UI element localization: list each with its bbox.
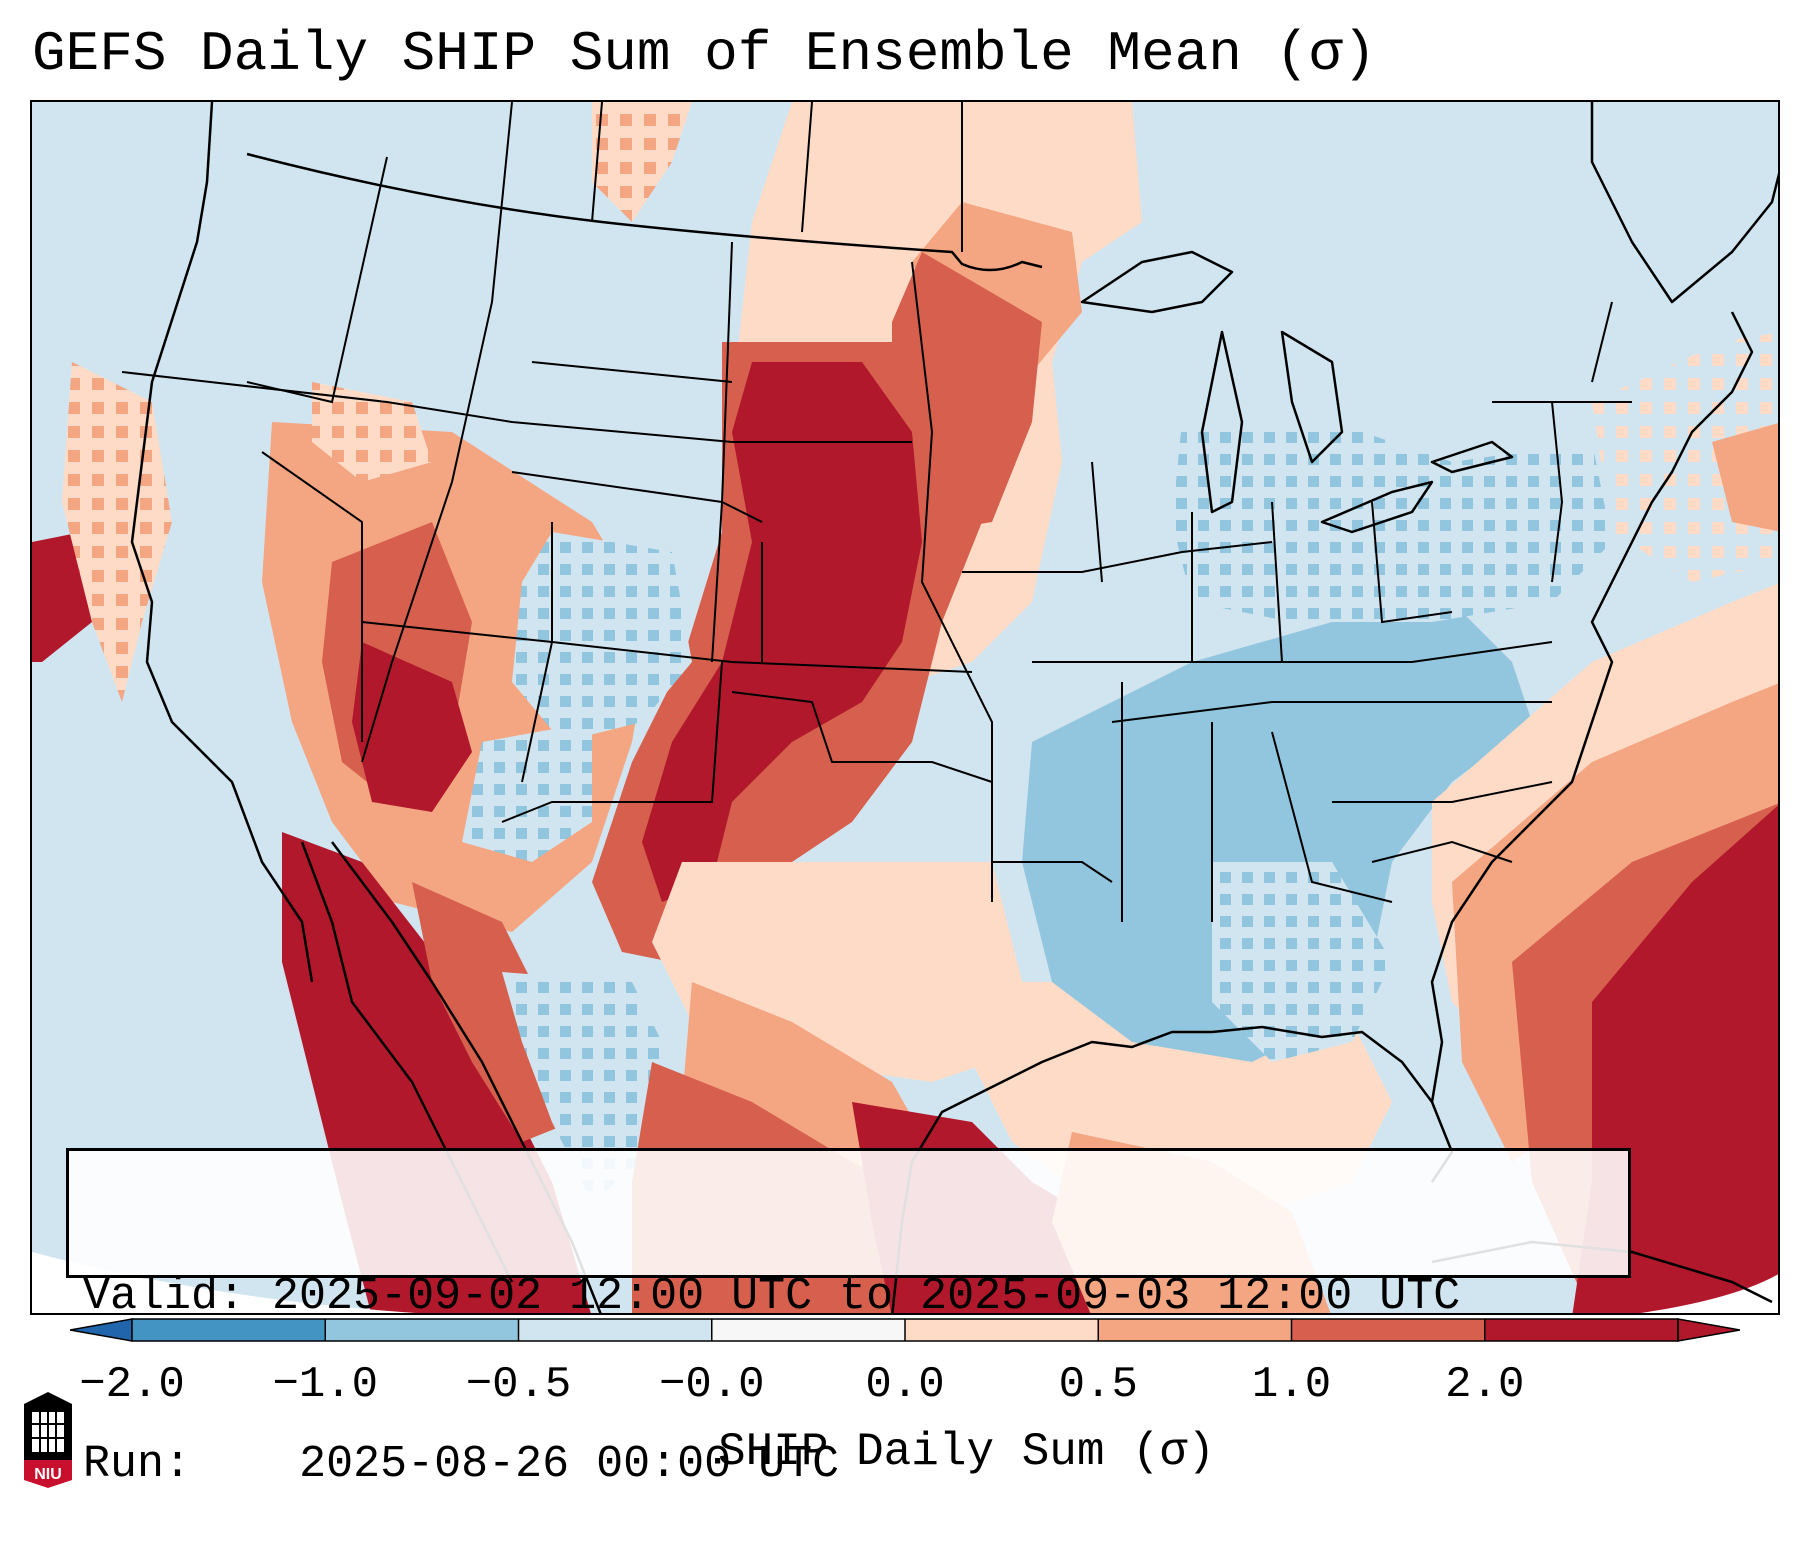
state-border bbox=[1371, 840, 1513, 863]
colorbar-tick-label: 2.0 bbox=[1445, 1360, 1525, 1410]
run-label: Run: bbox=[83, 1439, 192, 1490]
lake-erie bbox=[1320, 480, 1434, 534]
state-border bbox=[801, 102, 813, 233]
anomaly-region-mexico-blue bbox=[502, 972, 672, 1202]
colorbar-segment bbox=[1291, 1319, 1486, 1341]
run-value: 2025-08-26 00:00 UTC bbox=[299, 1439, 840, 1490]
colorbar-tick-label: −0.5 bbox=[465, 1360, 572, 1410]
state-border bbox=[121, 371, 912, 443]
map-panel bbox=[30, 100, 1780, 1315]
coastlines-borders bbox=[130, 102, 1778, 1313]
canada-east-coastline bbox=[1590, 102, 1778, 304]
anomaly-region-idaho-peach bbox=[312, 382, 432, 482]
state-border bbox=[731, 691, 993, 783]
state-border bbox=[962, 541, 1273, 573]
colorbar-segment bbox=[518, 1319, 713, 1341]
anomaly-region-arizona-core bbox=[352, 642, 472, 812]
chart-title: GEFS Daily SHIP Sum of Ensemble Mean (σ) bbox=[32, 22, 1377, 86]
anomaly-region-southeast-light bbox=[1212, 862, 1392, 1062]
lake-ontario bbox=[1430, 440, 1514, 474]
state-border bbox=[501, 661, 723, 823]
anomaly-region-nm-blue bbox=[462, 722, 592, 862]
state-borders bbox=[121, 102, 1632, 922]
state-border bbox=[361, 621, 973, 673]
gulf-coastline bbox=[891, 1025, 1454, 1313]
colorbar-segment bbox=[1098, 1319, 1292, 1341]
anomaly-region-great-lakes-blue bbox=[1172, 422, 1612, 622]
atlantic-coastline bbox=[1430, 311, 1754, 1103]
us-canada-border bbox=[246, 152, 1043, 272]
state-border bbox=[1111, 701, 1552, 723]
colorbar-tick-label: −0.0 bbox=[658, 1360, 765, 1410]
state-border bbox=[261, 451, 363, 742]
colorbar-tick-label: 0.5 bbox=[1058, 1360, 1138, 1410]
colorbar-label: SHIP Daily Sum (σ) bbox=[718, 1426, 1215, 1478]
colorbar-segment bbox=[132, 1319, 326, 1341]
niu-logo-text: NIU bbox=[34, 1466, 62, 1483]
pacific-coastline bbox=[130, 102, 314, 983]
state-border bbox=[1271, 501, 1283, 663]
colorbar-tick-label: 1.0 bbox=[1251, 1360, 1332, 1410]
niu-logo-svg: NIU bbox=[24, 1392, 72, 1488]
state-border bbox=[1591, 301, 1613, 383]
lake-michigan bbox=[1200, 330, 1244, 514]
colorbar-extend-low bbox=[69, 1318, 133, 1342]
state-border bbox=[511, 471, 763, 523]
projection-outside-region bbox=[32, 1252, 417, 1313]
colorbar-tick-label: −2.0 bbox=[79, 1360, 185, 1410]
colorbar-segment bbox=[1484, 1319, 1679, 1341]
anomaly-region-canada-peach bbox=[592, 102, 692, 222]
state-border bbox=[1271, 731, 1393, 903]
colorbar-svg bbox=[69, 1318, 1741, 1342]
valid-value: 2025-09-02 12:00 UTC to 2025-09-03 12:00… bbox=[272, 1271, 1461, 1322]
state-border bbox=[531, 361, 733, 383]
anomaly-region-colorado-blue bbox=[512, 532, 692, 742]
lake-superior bbox=[1080, 250, 1234, 314]
anomaly-region-plains-max bbox=[642, 362, 922, 902]
colorbar-tick-label: −1.0 bbox=[272, 1360, 379, 1410]
state-border bbox=[1091, 461, 1103, 583]
anomaly-region-nevada-red bbox=[32, 532, 92, 662]
state-border bbox=[361, 102, 513, 763]
colorbar-segment bbox=[905, 1319, 1099, 1341]
lake-huron bbox=[1280, 330, 1344, 464]
niu-logo: NIU bbox=[20, 1390, 76, 1490]
colorbar bbox=[69, 1318, 1741, 1342]
valid-run-info-box: Valid: 2025-09-02 12:00 UTC to 2025-09-0… bbox=[66, 1148, 1631, 1490]
state-border bbox=[991, 782, 1113, 883]
state-border bbox=[591, 102, 603, 223]
state-border bbox=[1371, 501, 1453, 624]
state-border bbox=[1551, 401, 1564, 583]
colorbar-segment bbox=[325, 1319, 519, 1341]
state-border bbox=[521, 522, 553, 783]
colorbar-segment bbox=[711, 1319, 906, 1341]
projection-outside-region-right bbox=[1640, 1274, 1778, 1313]
map-svg bbox=[32, 102, 1778, 1313]
colorbar-tick-label: 0.0 bbox=[865, 1360, 945, 1410]
state-border bbox=[1032, 641, 1553, 663]
anomaly-region-gulf-california bbox=[412, 882, 572, 1142]
colorbar-extend-high bbox=[1677, 1318, 1741, 1342]
valid-row: Valid: 2025-09-02 12:00 UTC to 2025-09-0… bbox=[83, 1269, 1614, 1325]
run-row: Run: 2025-08-26 00:00 UTC bbox=[83, 1437, 1614, 1493]
state-border bbox=[1332, 781, 1553, 803]
anomaly-region-northeast-red bbox=[1712, 423, 1778, 532]
valid-label: Valid: bbox=[83, 1271, 246, 1322]
